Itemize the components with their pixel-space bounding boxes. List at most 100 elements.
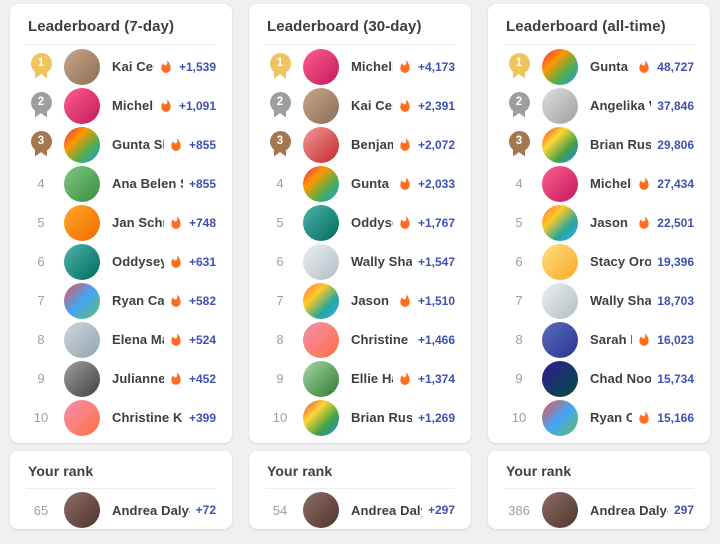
avatar <box>303 399 339 436</box>
leaderboard-row[interactable]: 5 Jan Schmaranzer +748 <box>26 203 216 242</box>
leaderboard-card: Leaderboard (30-day) 1 Michelle McMilli…… <box>249 4 471 443</box>
points-value: +1,767 <box>417 215 455 230</box>
leaderboard-row[interactable]: 9 Ellie Hayes +1,374 <box>265 359 455 398</box>
leaderboard-row[interactable]: 65 Andrea Daly-Dickson +72 <box>26 491 216 529</box>
points-value: +72 <box>195 503 216 517</box>
user-name-wrap: Ana Belen Sevilla Ull <box>112 176 183 191</box>
avatar <box>64 48 100 85</box>
points-value: +855 <box>188 137 216 152</box>
leaderboard-row[interactable]: 6 Stacy Oros 19,396 <box>504 242 694 281</box>
rank-number: 1 <box>37 57 45 69</box>
leaderboard-row[interactable]: 8 Christine Knight IFS +1,466 <box>265 320 455 359</box>
leaderboard-row[interactable]: 6 Wally Shaykhoun +1,547 <box>265 242 455 281</box>
rank-number: 3 <box>37 135 45 147</box>
leaderboard-row[interactable]: 386 Andrea Daly-Dickson 297 <box>504 491 694 529</box>
user-name: Elena Maren <box>112 332 164 347</box>
leaderboard-title: Leaderboard (30-day) <box>267 18 422 35</box>
user-name-wrap: Jason Scott <box>351 293 412 308</box>
user-name-wrap: Michelle McMilli… <box>112 98 173 113</box>
leaderboard-row[interactable]: 2 Angelika Vetter 37,846 <box>504 86 694 125</box>
rank-number: 4 <box>276 176 284 191</box>
points-value: +1,466 <box>417 332 455 347</box>
user-name: Kai Cerar <box>112 59 154 74</box>
fire-icon <box>400 176 410 190</box>
leaderboard-column: Leaderboard (all-time) 1 Gunta Skrastiņa… <box>488 4 710 529</box>
leaderboard-row[interactable]: 4 Ana Belen Sevilla Ull +855 <box>26 164 216 203</box>
avatar <box>542 243 578 280</box>
user-name-wrap: Ryan Cameron <box>112 293 183 308</box>
user-name-wrap: Kai Cerar <box>351 98 412 113</box>
avatar <box>64 492 100 528</box>
medal-badge: 3 <box>508 130 530 152</box>
leaderboard-row[interactable]: 9 Chad Noorman 15,734 <box>504 359 694 398</box>
points-value: 27,434 <box>657 176 694 191</box>
user-name-wrap: Andrea Daly-Dickson <box>590 503 668 518</box>
avatar <box>303 165 339 202</box>
leaderboard-row[interactable]: 1 Gunta Skrastiņa 48,727 <box>504 47 694 86</box>
points-value: +1,539 <box>178 59 216 74</box>
user-name-wrap: Christine Knight IFS <box>351 332 412 347</box>
rank-number: 6 <box>515 254 523 269</box>
user-name-wrap: Andrea Daly-Dickson <box>112 503 190 518</box>
user-name: Sarah Hankins <box>590 332 632 347</box>
points-value: 15,166 <box>657 410 694 425</box>
fire-icon <box>400 59 410 73</box>
user-name: Wally Shaykhoun <box>351 254 412 269</box>
leaderboard-row[interactable]: 7 Wally Shaykhoun 18,703 <box>504 281 694 320</box>
avatar <box>303 243 339 280</box>
rank-number: 1 <box>515 57 523 69</box>
leaderboard-row[interactable]: 7 Ryan Cameron +582 <box>26 281 216 320</box>
fire-icon <box>639 410 649 424</box>
user-name: Ryan Cameron <box>112 293 164 308</box>
avatar <box>303 87 339 124</box>
leaderboard-rows: 1 Gunta Skrastiņa 48,727 2 Angelika Vett… <box>504 45 694 437</box>
points-value: 18,703 <box>657 293 694 308</box>
leaderboard-row[interactable]: 4 Michelle McMilli… 27,434 <box>504 164 694 203</box>
rank-number: 9 <box>515 371 523 386</box>
leaderboard-row[interactable]: 2 Michelle McMilli… +1,091 <box>26 86 216 125</box>
avatar <box>64 282 100 319</box>
leaderboard-row[interactable]: 5 Oddysey Campb… +1,767 <box>265 203 455 242</box>
rank-cell: 9 <box>265 371 295 386</box>
rank-number: 9 <box>276 371 284 386</box>
your-rank-row-slot: 54 Andrea Daly-Dickson +297 <box>265 489 455 529</box>
user-name-wrap: Brian Rushalski <box>351 410 412 425</box>
leaderboard-rows: 1 Michelle McMilli… +4,173 2 Kai Cerar +… <box>265 45 455 437</box>
medal-badge: 3 <box>30 130 52 152</box>
leaderboard-row[interactable]: 10 Ryan Cameron 15,166 <box>504 398 694 437</box>
rank-cell: 54 <box>265 503 295 518</box>
leaderboard-row[interactable]: 3 Benjamin Ross +2,072 <box>265 125 455 164</box>
leaderboard-row[interactable]: 3 Gunta Skrastiņa +855 <box>26 125 216 164</box>
leaderboard-row[interactable]: 9 Julianne Anders… +452 <box>26 359 216 398</box>
user-name-wrap: Elena Maren <box>112 332 183 347</box>
fire-icon <box>400 293 410 307</box>
leaderboard-row[interactable]: 6 Oddysey Campb… +631 <box>26 242 216 281</box>
user-name: Stacy Oros <box>590 254 652 269</box>
avatar <box>542 126 578 163</box>
leaderboard-row[interactable]: 8 Elena Maren +524 <box>26 320 216 359</box>
leaderboard-row[interactable]: 5 Jason Scott 22,501 <box>504 203 694 242</box>
user-name: Julianne Anders… <box>112 371 164 386</box>
rank-number: 386 <box>508 502 530 518</box>
leaderboard-row[interactable]: 8 Sarah Hankins 16,023 <box>504 320 694 359</box>
medal-badge: 1 <box>508 52 530 74</box>
avatar <box>64 243 100 280</box>
leaderboard-row[interactable]: 1 Michelle McMilli… +4,173 <box>265 47 455 86</box>
avatar <box>303 204 339 241</box>
leaderboard-row[interactable]: 54 Andrea Daly-Dickson +297 <box>265 491 455 529</box>
leaderboard-row[interactable]: 2 Kai Cerar +2,391 <box>265 86 455 125</box>
user-name-wrap: Jan Schmaranzer <box>112 215 183 230</box>
leaderboard-row[interactable]: 3 Brian Rushalski 29,806 <box>504 125 694 164</box>
leaderboard-row[interactable]: 10 Brian Rushalski +1,269 <box>265 398 455 437</box>
points-value: +748 <box>188 215 216 230</box>
user-name: Brian Rushalski <box>351 410 412 425</box>
leaderboard-row[interactable]: 7 Jason Scott +1,510 <box>265 281 455 320</box>
avatar <box>303 360 339 397</box>
leaderboard-row[interactable]: 1 Kai Cerar +1,539 <box>26 47 216 86</box>
avatar <box>303 48 339 85</box>
user-name-wrap: Ellie Hayes <box>351 371 412 386</box>
leaderboard-row[interactable]: 10 Christine Knight IFS +399 <box>26 398 216 437</box>
leaderboard-row[interactable]: 4 Gunta Skrastiņa +2,033 <box>265 164 455 203</box>
user-name-wrap: Stacy Oros <box>590 254 651 269</box>
fire-icon <box>171 332 181 346</box>
